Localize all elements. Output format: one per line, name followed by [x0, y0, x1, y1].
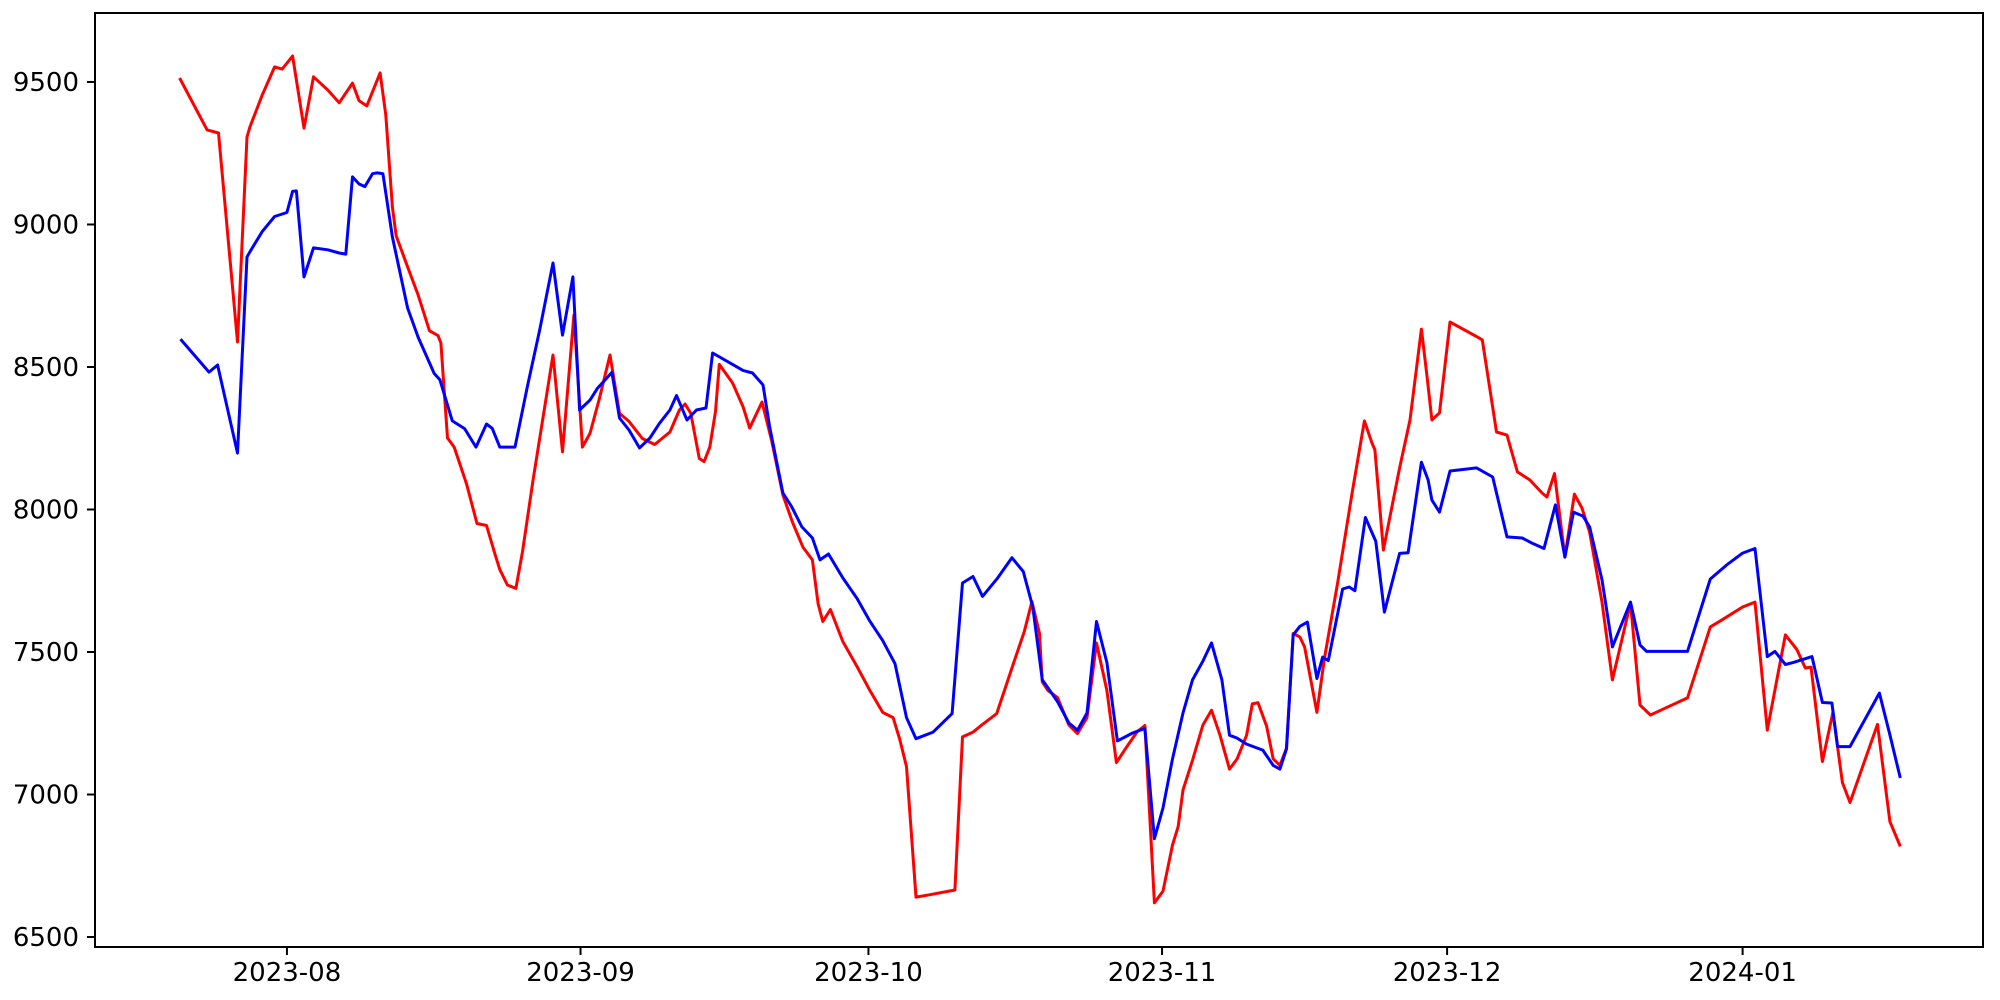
- y-tick-label: 7500: [13, 638, 79, 668]
- y-tick-label: 8000: [13, 495, 79, 525]
- x-tick-label: 2023-08: [233, 958, 342, 988]
- x-tick-label: 2023-11: [1108, 958, 1217, 988]
- y-tick-label: 9000: [13, 210, 79, 240]
- plot-frame: [94, 12, 1984, 948]
- y-tick-label: 9500: [13, 68, 79, 98]
- x-tick-label: 2024-01: [1688, 958, 1797, 988]
- y-tick-label: 8500: [13, 353, 79, 383]
- x-tick-label: 2023-12: [1393, 958, 1502, 988]
- x-tick-label: 2023-10: [814, 958, 923, 988]
- x-tick-label: 2023-09: [526, 958, 635, 988]
- y-tick-label: 6500: [13, 923, 79, 953]
- y-tick-label: 7000: [13, 781, 79, 811]
- blue-series-line: [179, 171, 1902, 841]
